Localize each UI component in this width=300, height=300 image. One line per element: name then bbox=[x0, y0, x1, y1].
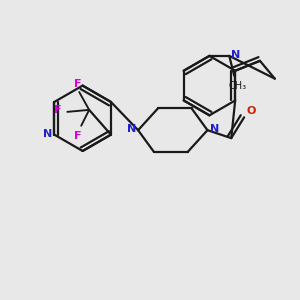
Text: F: F bbox=[74, 79, 82, 89]
Text: N: N bbox=[231, 50, 240, 60]
Text: O: O bbox=[246, 106, 256, 116]
Text: F: F bbox=[74, 130, 82, 141]
Text: N: N bbox=[127, 124, 136, 134]
Text: N: N bbox=[210, 124, 219, 134]
Text: CH₃: CH₃ bbox=[228, 81, 246, 91]
Text: F: F bbox=[54, 105, 61, 115]
Text: N: N bbox=[43, 129, 52, 139]
